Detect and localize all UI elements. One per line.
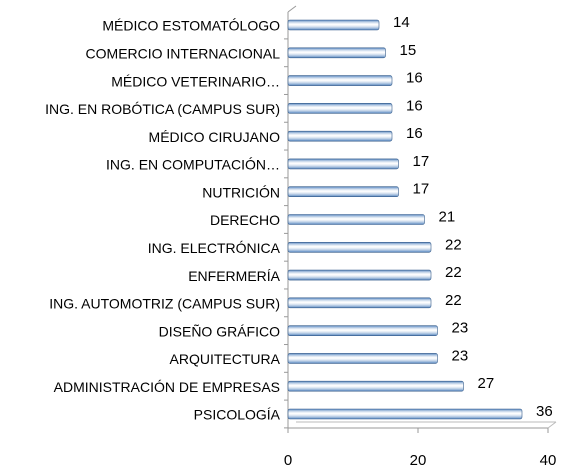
bar [287, 325, 438, 336]
value-label: 17 [413, 181, 430, 198]
y-tick-label: COMERCIO INTERNACIONAL [86, 45, 281, 61]
y-tick-label: ING. EN ROBÓTICA (CAMPUS SUR) [45, 101, 280, 117]
y-tick-label: MÉDICO CIRUJANO [149, 129, 281, 145]
bar [287, 408, 523, 420]
bar [287, 75, 393, 86]
value-label: 36 [536, 403, 553, 420]
y-tick-label: NUTRICIÓN [202, 184, 280, 200]
x-tick-label: 40 [540, 452, 557, 469]
x-tick-label: 0 [284, 452, 292, 469]
x-tick-label: 20 [410, 452, 427, 469]
bar [287, 380, 464, 392]
bar [287, 103, 393, 114]
value-label: 23 [452, 320, 469, 337]
bar [287, 214, 425, 225]
y-tick-label: ING. EN COMPUTACIÓN… [106, 157, 280, 173]
value-label: 17 [413, 153, 430, 170]
y-tick-label: ARQUITECTURA [170, 351, 281, 367]
y-tick-label: PSICOLOGÍA [194, 407, 281, 423]
y-tick-label: ING. AUTOMOTRIZ (CAMPUS SUR) [49, 296, 280, 312]
value-label: 16 [406, 70, 423, 87]
bar [287, 297, 432, 309]
value-label: 22 [445, 292, 462, 309]
y-tick-label: MÉDICO VETERINARIO… [111, 73, 280, 89]
value-label: 23 [452, 347, 469, 364]
value-label: 16 [406, 125, 423, 142]
y-tick-label: DERECHO [210, 212, 280, 228]
value-label: 22 [445, 264, 462, 281]
y-tick-label: MÉDICO ESTOMATÓLOGO [102, 18, 280, 34]
bar [287, 269, 432, 281]
value-label: 27 [478, 375, 495, 392]
bar [287, 186, 399, 198]
y-tick-label: ENFERMERÍA [188, 268, 280, 284]
bar [287, 241, 432, 253]
y-tick-label: DISEÑO GRÁFICO [159, 323, 280, 339]
value-label: 21 [439, 208, 456, 225]
y-axis-depth [287, 5, 297, 13]
floor-edge [547, 421, 557, 429]
bar [287, 130, 393, 142]
bar [287, 158, 399, 170]
bar [287, 19, 380, 31]
value-label: 14 [393, 14, 410, 31]
value-label: 15 [400, 42, 417, 59]
bar [287, 353, 438, 364]
y-tick-label: ING. ELECTRÓNICA [148, 240, 281, 256]
y-tick-label: ADMINISTRACIÓN DE EMPRESAS [54, 379, 280, 395]
value-label: 22 [445, 236, 462, 253]
bar [287, 47, 386, 59]
value-label: 16 [406, 97, 423, 114]
